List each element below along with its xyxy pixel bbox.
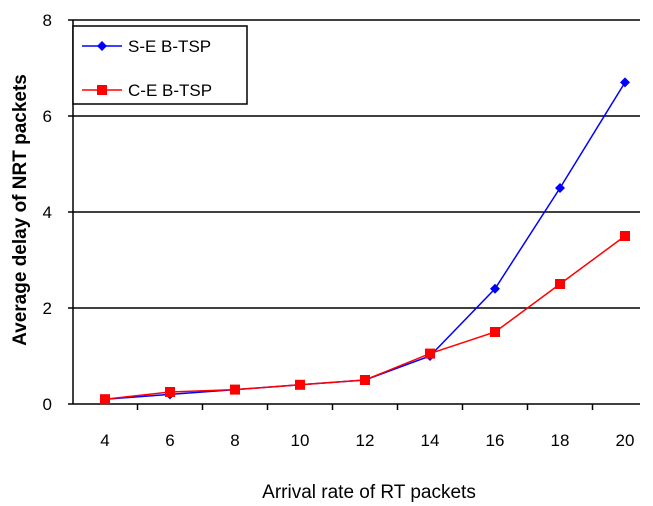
y-tick-label: 2 xyxy=(43,299,52,318)
x-tick-label: 20 xyxy=(616,431,635,450)
legend-marker-square xyxy=(97,85,107,95)
series-layer xyxy=(100,77,630,405)
x-tick-label: 14 xyxy=(421,431,440,450)
x-tick-label: 10 xyxy=(291,431,310,450)
gridlines xyxy=(73,19,640,309)
x-tick-label: 12 xyxy=(356,431,375,450)
y-axis-title: Average delay of NRT packets xyxy=(10,74,31,346)
x-axis-title: Arrival rate of RT packets xyxy=(262,482,476,503)
data-point-square xyxy=(230,384,240,395)
data-point-square xyxy=(425,348,435,359)
data-point-diamond xyxy=(490,283,500,294)
x-tick-label: 6 xyxy=(165,431,174,450)
data-point-square xyxy=(620,231,630,241)
data-point-diamond xyxy=(620,77,630,88)
x-tick-label: 18 xyxy=(551,431,570,450)
data-point-square xyxy=(165,387,175,397)
x-axis-ticks: 4 6 8 10 12 14 16 18 20 xyxy=(100,404,634,450)
y-tick-label: 8 xyxy=(43,11,52,30)
legend-label-s-e-b-tsp: S-E B-TSP xyxy=(128,37,211,56)
y-tick-label: 6 xyxy=(43,107,52,126)
series-1 xyxy=(100,231,630,405)
series-0 xyxy=(100,77,630,405)
y-axis-ticks: 0 2 4 6 8 xyxy=(43,11,73,414)
data-point-square xyxy=(295,379,305,390)
series-line xyxy=(104,82,626,400)
data-point-square xyxy=(360,375,370,385)
data-point-square xyxy=(490,327,500,337)
legend: S-E B-TSP C-E B-TSP xyxy=(72,25,248,105)
x-tick-label: 4 xyxy=(100,431,109,450)
x-tick-label: 8 xyxy=(230,431,239,450)
legend-label-c-e-b-tsp: C-E B-TSP xyxy=(128,81,212,100)
data-point-diamond xyxy=(555,183,565,193)
y-tick-label: 0 xyxy=(43,395,52,414)
legend-marker-diamond xyxy=(97,41,107,51)
data-point-square xyxy=(555,279,565,289)
series-line xyxy=(104,235,626,400)
y-tick-label: 4 xyxy=(43,203,52,222)
data-point-square xyxy=(100,394,110,405)
x-tick-label: 16 xyxy=(486,431,505,450)
